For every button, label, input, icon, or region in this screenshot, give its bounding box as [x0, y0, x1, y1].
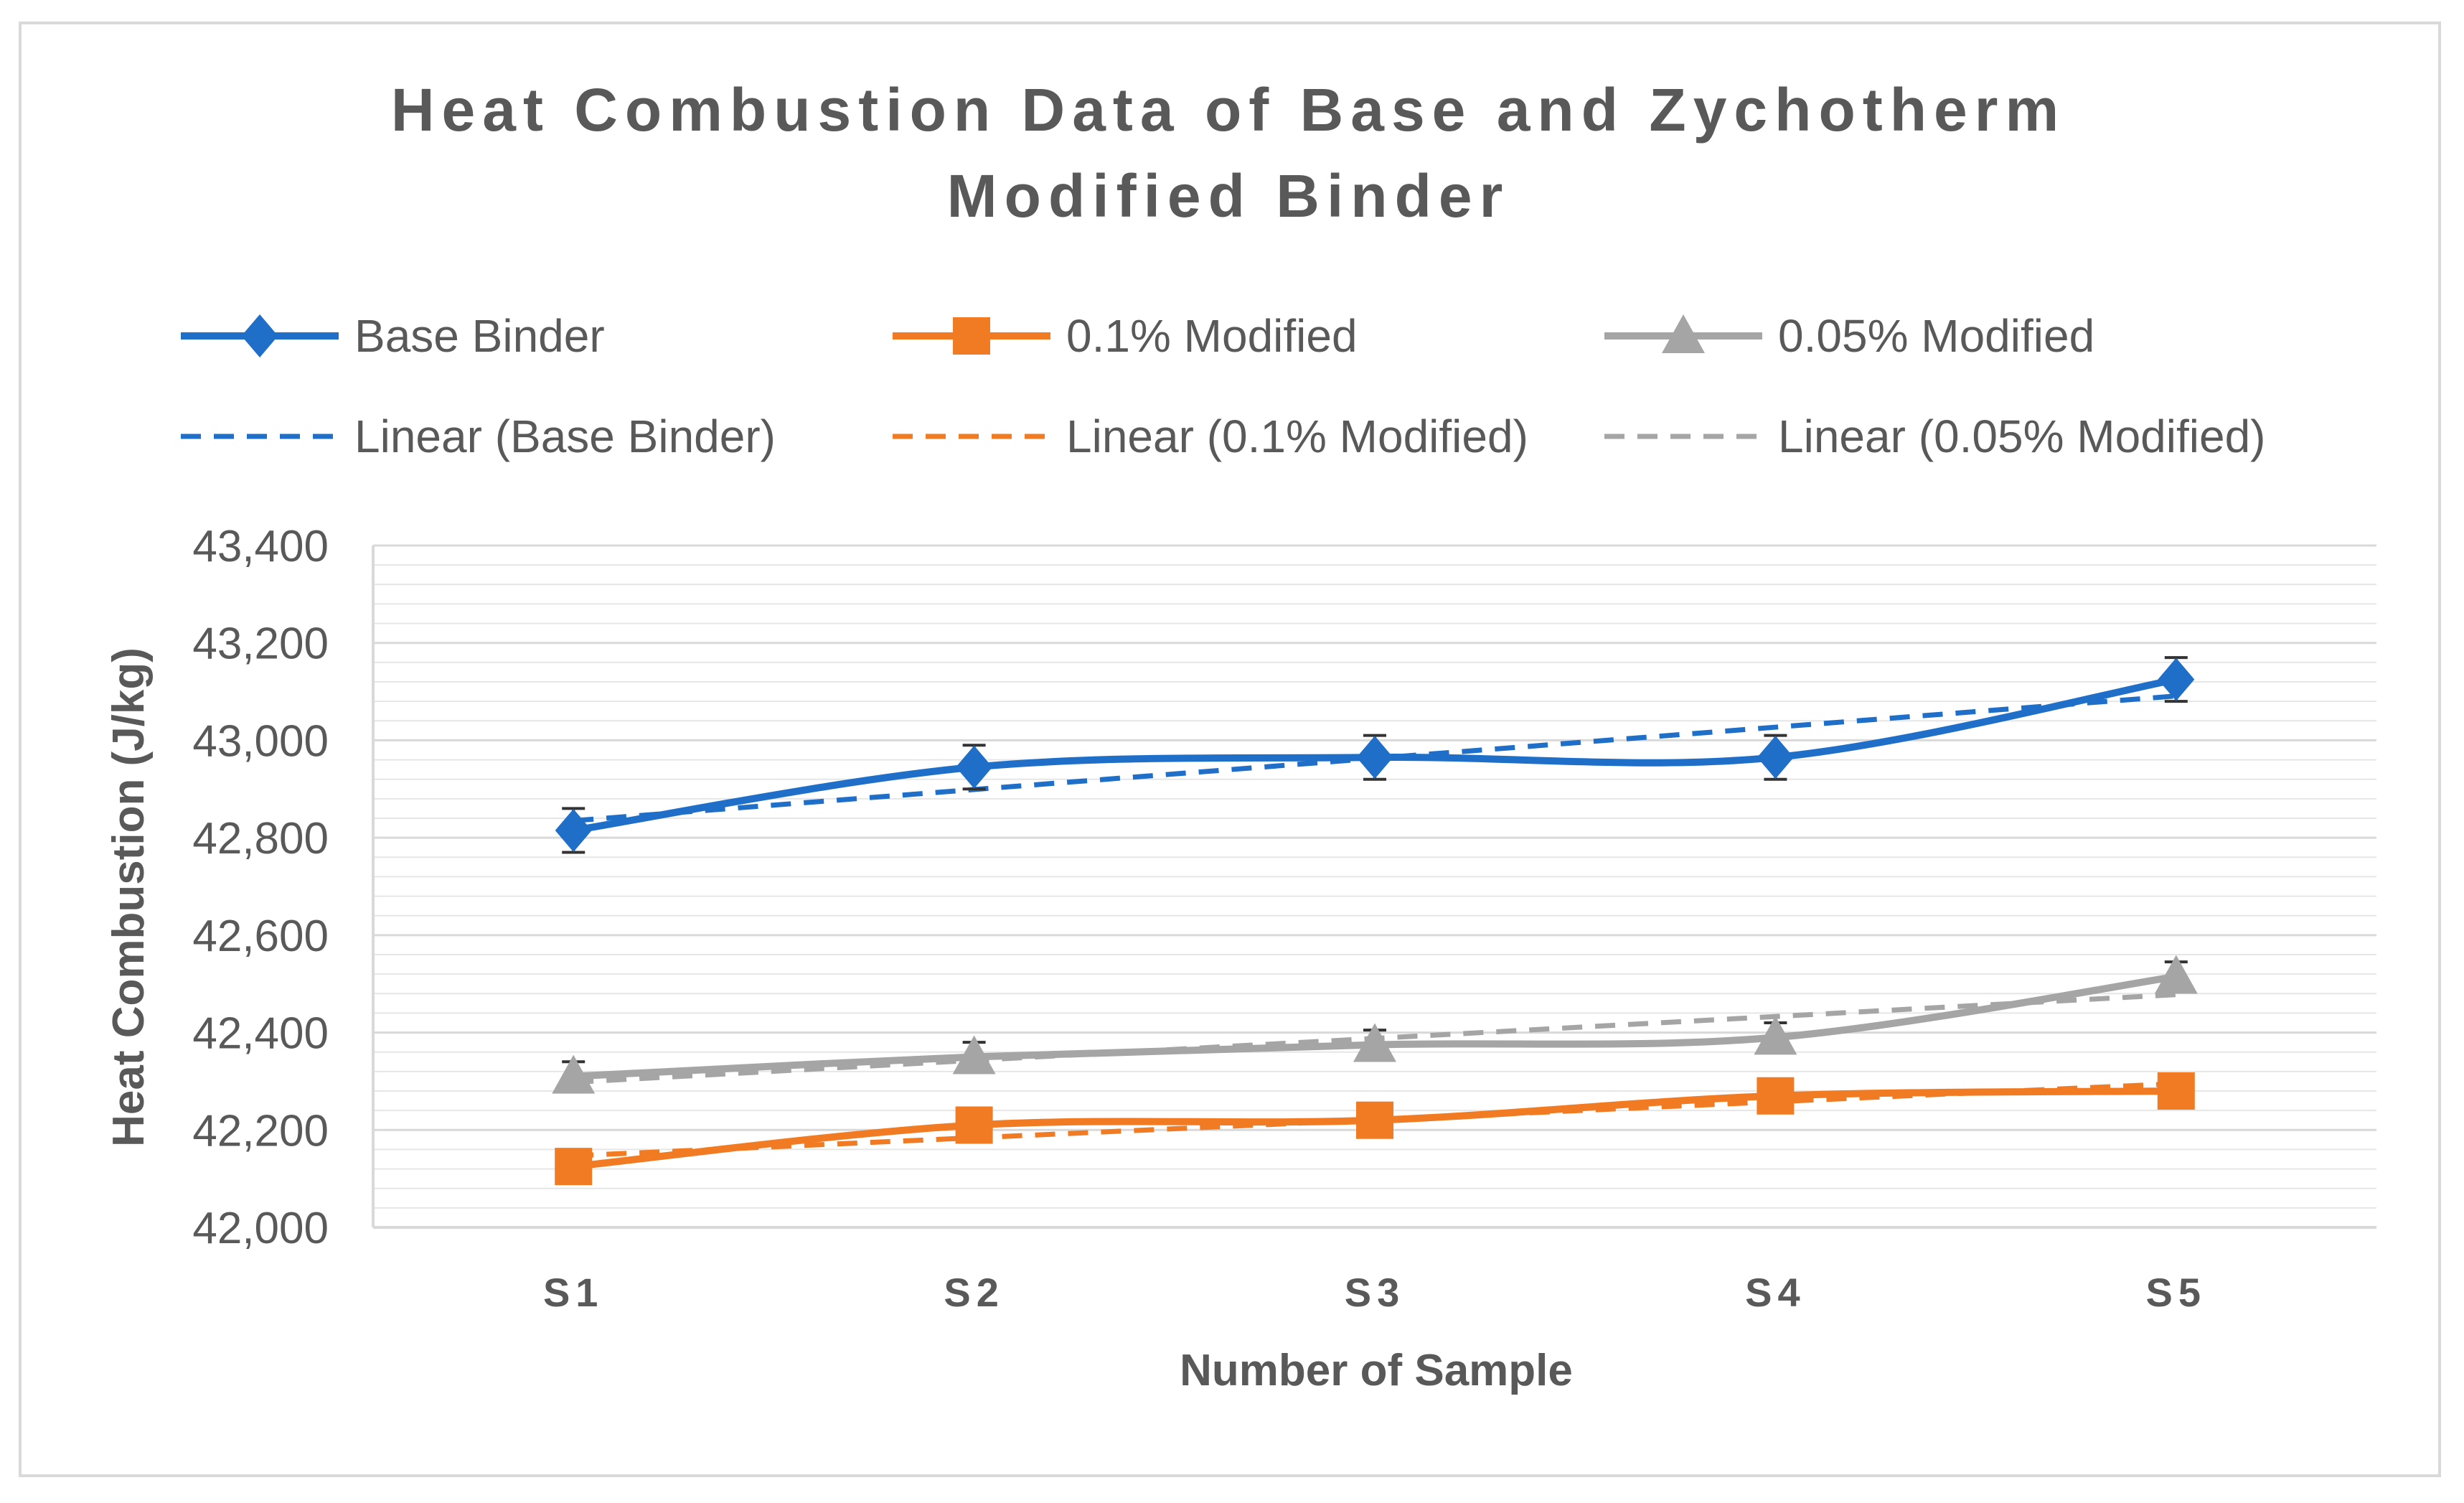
legend-trend-label-0-05-modified: Linear (0.05% Modified) — [1778, 411, 2265, 462]
marker-0-05-modified — [1754, 1016, 1797, 1055]
marker-0-05-modified — [952, 1035, 996, 1074]
marker-base-binder — [1757, 736, 1794, 779]
legend-marker-0-1-modified — [953, 317, 990, 355]
chart-title-line2: Modified Binder — [947, 162, 1510, 230]
y-tick-label: 42,200 — [192, 1106, 329, 1156]
chart-frame — [19, 22, 2441, 1477]
marker-0-1-modified — [1356, 1101, 1393, 1139]
legend-marker-base-binder — [241, 314, 278, 357]
chart-title-line1: Heat Combustion Data of Base and Zychoth… — [391, 76, 2066, 144]
legend-label-0-1-modified: 0.1% Modified — [1066, 310, 1358, 362]
x-tick-label: S3 — [1345, 1270, 1406, 1315]
y-axis-label: Heat Combustion (J/kg) — [104, 647, 154, 1147]
y-tick-label: 43,400 — [192, 522, 329, 571]
y-tick-label: 43,200 — [192, 619, 329, 669]
y-tick-label: 42,400 — [192, 1009, 329, 1059]
x-tick-label: S4 — [1745, 1270, 1806, 1315]
axes — [372, 546, 2376, 1229]
x-tick-label: S5 — [2146, 1270, 2207, 1315]
marker-0-05-modified — [552, 1054, 596, 1094]
marker-0-1-modified — [955, 1106, 993, 1144]
marker-base-binder — [956, 745, 993, 789]
marker-base-binder — [1356, 736, 1393, 779]
y-tick-label: 43,000 — [192, 716, 329, 766]
x-tick-labels: S1 S2 S3 S4 S5 — [543, 1270, 2207, 1315]
marker-base-binder — [2158, 657, 2195, 701]
legend: Base Binder Linear (Base Binder) 0.1% Modi… — [181, 310, 2265, 462]
y-tick-labels: 42,000 42,200 42,400 42,600 42,800 43,000 43,2… — [192, 522, 329, 1253]
legend-trend-label-0-1-modified: Linear (0.1% Modified) — [1066, 411, 1528, 462]
legend-label-0-05-modified: 0.05% Modified — [1778, 310, 2094, 362]
series-markers — [552, 657, 2198, 1186]
y-tick-label: 42,600 — [192, 912, 329, 961]
legend-trend-label-base-binder: Linear (Base Binder) — [354, 411, 776, 462]
legend-label-base-binder: Base Binder — [354, 310, 605, 362]
x-axis-label: Number of Sample — [1180, 1346, 1573, 1395]
legend-marker-0-05-modified — [1662, 314, 1705, 353]
y-tick-label: 42,000 — [192, 1204, 329, 1253]
marker-0-1-modified — [2157, 1072, 2195, 1110]
marker-base-binder — [555, 808, 592, 852]
x-tick-label: S1 — [543, 1270, 604, 1315]
marker-0-1-modified — [1757, 1077, 1795, 1115]
marker-0-1-modified — [555, 1148, 593, 1186]
marker-0-05-modified — [2154, 955, 2198, 994]
marker-0-05-modified — [1353, 1023, 1396, 1062]
y-tick-label: 42,800 — [192, 814, 329, 863]
x-tick-label: S2 — [944, 1270, 1005, 1315]
